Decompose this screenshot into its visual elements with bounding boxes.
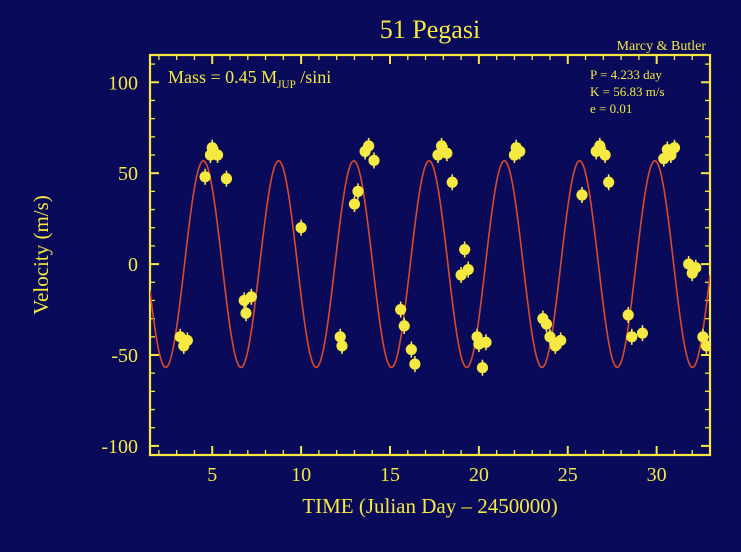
x-tick-label: 20 (469, 464, 489, 486)
data-point (399, 321, 409, 331)
param-annotation: K = 56.83 m/s (590, 84, 665, 99)
credit-label: Marcy & Butler (617, 39, 707, 54)
x-tick-label: 5 (207, 464, 217, 486)
x-tick-label: 30 (647, 464, 667, 486)
data-point (246, 292, 256, 302)
data-point (637, 328, 647, 338)
x-axis-label: TIME (Julian Day – 2450000) (302, 494, 557, 518)
data-point (335, 332, 345, 342)
data-point (447, 177, 457, 187)
data-point (477, 363, 487, 373)
y-tick-label: -100 (101, 436, 138, 458)
data-point (410, 359, 420, 369)
data-point (515, 146, 525, 156)
data-point (296, 223, 306, 233)
data-point (627, 332, 637, 342)
data-point (623, 310, 633, 320)
data-point (241, 308, 251, 318)
data-point (337, 341, 347, 351)
chart-title: 51 Pegasi (380, 15, 480, 44)
data-point (349, 199, 359, 209)
data-point (442, 148, 452, 158)
data-point (353, 186, 363, 196)
rv-chart: 5 10 15 20 25 30 -100 -50 0 50 100 51 Pegasi Marcy &… (0, 0, 741, 552)
data-point (369, 155, 379, 165)
y-tick-label: 50 (118, 163, 138, 185)
data-point (459, 244, 469, 254)
data-point (541, 319, 551, 329)
data-point (481, 337, 491, 347)
y-tick-label: -50 (111, 345, 138, 367)
data-point (545, 332, 555, 342)
y-axis-label: Velocity (m/s) (29, 195, 53, 315)
data-point (395, 304, 405, 314)
data-point (691, 263, 701, 273)
data-point (363, 141, 373, 151)
data-point (200, 172, 210, 182)
data-point (406, 344, 416, 354)
data-point (669, 143, 679, 153)
x-tick-label: 15 (380, 464, 400, 486)
x-tick-label: 25 (558, 464, 578, 486)
y-tick-label: 0 (128, 254, 138, 276)
data-point (603, 177, 613, 187)
data-point (595, 141, 605, 151)
param-annotation: P = 4.233 day (590, 67, 662, 82)
data-point (463, 264, 473, 274)
data-point (555, 335, 565, 345)
data-point (577, 190, 587, 200)
param-annotation: e = 0.01 (590, 101, 632, 116)
data-point (182, 335, 192, 345)
y-tick-label: 100 (108, 72, 138, 94)
data-point (212, 150, 222, 160)
data-point (221, 173, 231, 183)
data-point (600, 150, 610, 160)
x-tick-label: 10 (291, 464, 311, 486)
